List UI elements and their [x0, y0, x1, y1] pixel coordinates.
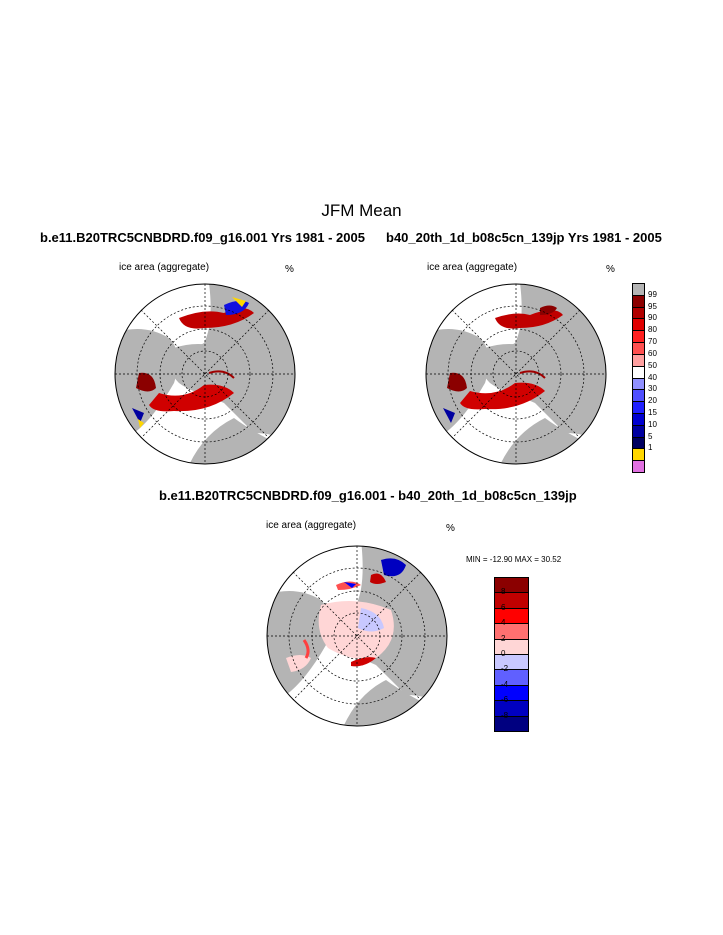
- colorbar-tick-label: 80: [648, 325, 657, 335]
- colorbar-swatch: [494, 669, 529, 686]
- diff-minmax-label: MIN = -12.90 MAX = 30.52: [466, 555, 562, 564]
- colorbar-tick-label: -4: [501, 679, 509, 689]
- colorbar-tick-label: 5: [648, 431, 653, 441]
- colorbar-tick-label: 1: [648, 443, 653, 453]
- polar-map-diff: [266, 545, 448, 727]
- panel-1-units-label: %: [285, 264, 294, 275]
- colorbar-swatch: [494, 592, 529, 609]
- colorbar-tick-label: -8: [501, 710, 509, 720]
- diff-panel-title: b.e11.B20TRC5CNBDRD.f09_g16.001 - b40_20…: [159, 488, 577, 503]
- colorbar-tick-label: -2: [501, 664, 509, 674]
- colorbar-tick-label: 30: [648, 384, 657, 394]
- colorbar-swatch: [632, 460, 645, 473]
- polar-map-1: [114, 283, 296, 465]
- colorbar-tick-label: 10: [648, 419, 657, 429]
- colorbar-swatch: [494, 700, 529, 717]
- colorbar-tick-label: 4: [501, 618, 506, 628]
- diff-panel-variable-label: ice area (aggregate): [266, 520, 357, 531]
- colorbar-swatch: [494, 623, 529, 640]
- colorbar-swatch: [494, 684, 529, 702]
- colorbar-tick-label: 20: [648, 396, 657, 406]
- colorbar-tick-label: 15: [648, 407, 657, 417]
- colorbar-tick-label: 40: [648, 372, 657, 382]
- colorbar-tick-label: 6: [501, 602, 506, 612]
- colorbar-tick-label: 95: [648, 301, 657, 311]
- panel-2-units-label: %: [606, 264, 615, 275]
- colorbar-swatch: [494, 577, 529, 594]
- colorbar-swatch: [494, 715, 529, 732]
- colorbar-tick-label: 99: [648, 289, 657, 299]
- colorbar-tick-label: 0: [501, 649, 506, 658]
- colorbar-tick-label: 50: [648, 360, 657, 370]
- page-title: JFM Mean: [321, 201, 402, 220]
- colorbar-main: 99 95 90 80 70 60 50 40 30 20 15 10 5 1: [632, 283, 657, 473]
- panel-2-variable-label: ice area (aggregate): [427, 262, 518, 273]
- diff-panel-units-label: %: [446, 523, 455, 534]
- colorbar-swatch: [494, 607, 529, 625]
- colorbar-tick-label: 70: [648, 337, 657, 347]
- panel-1-case-title: b.e11.B20TRC5CNBDRD.f09_g16.001 Yrs 1981…: [40, 230, 365, 245]
- colorbar-tick-label: 2: [501, 633, 506, 643]
- panel-2-case-title: b40_20th_1d_b08c5cn_139jp Yrs 1981 - 200…: [386, 230, 662, 245]
- panel-1-variable-label: ice area (aggregate): [119, 262, 210, 273]
- colorbar-tick-label: 90: [648, 313, 657, 323]
- colorbar-swatch: [494, 638, 529, 655]
- polar-map-2: [425, 283, 607, 465]
- colorbar-tick-label: 8: [501, 587, 506, 597]
- colorbar-swatch: [494, 654, 529, 671]
- colorbar-diff: 8 6 4 2 0 -2 -4 -6 -8: [494, 577, 529, 732]
- colorbar-tick-label: -6: [501, 695, 509, 705]
- colorbar-tick-label: 60: [648, 348, 657, 358]
